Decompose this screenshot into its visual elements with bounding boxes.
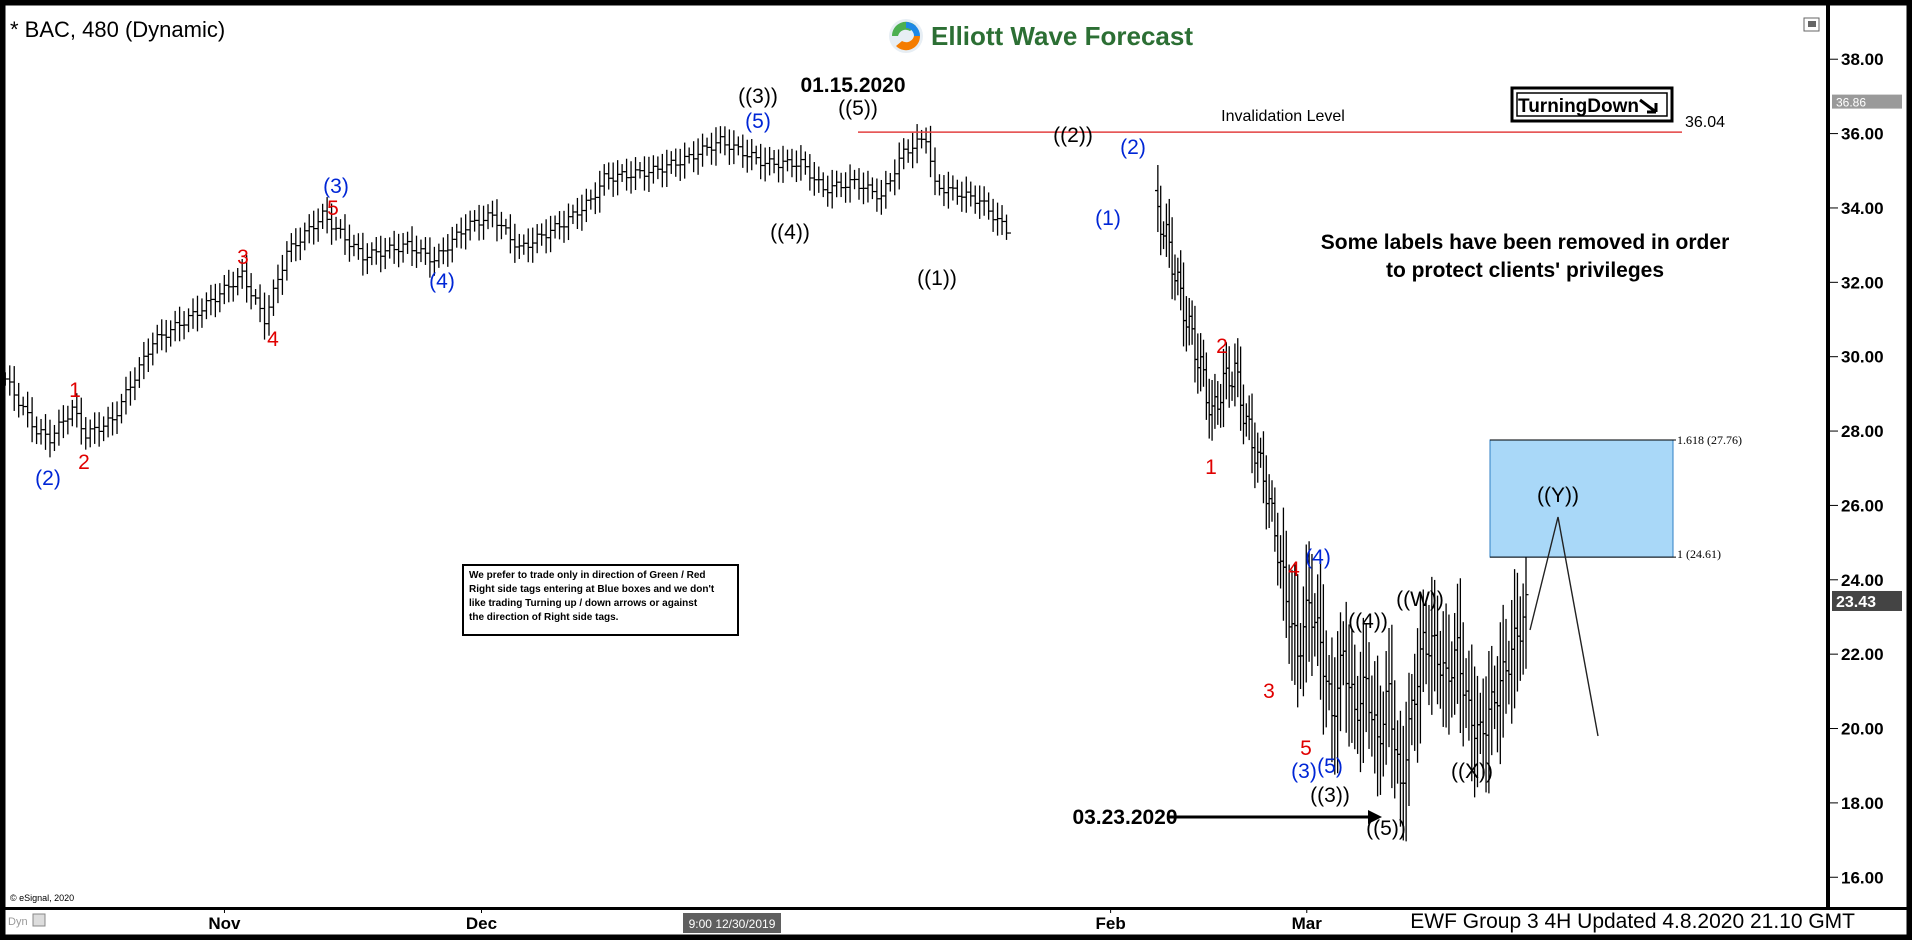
wave-label: (4) (429, 270, 455, 293)
wave-label: (5) (745, 110, 771, 133)
wave-label: 2 (78, 451, 90, 474)
current-price-tag: 23.43 (1832, 590, 1902, 611)
wave-label: 2 (1216, 335, 1228, 358)
wave-label: 4 (267, 328, 279, 351)
dyn-label: Dyn (8, 916, 28, 928)
price-scale: 16.00 18.00 20.00 22.00 24.00 26.00 28.00 30.00… (208, 50, 1883, 933)
wave-labels: (2)12345(3)(4)(5)((3))((4))((5))((1))((2… (35, 85, 1579, 840)
projection-path (1529, 516, 1599, 737)
brand-logo: Elliott Wave Forecast (889, 19, 1193, 53)
y-tick-label: 20.00 (1841, 720, 1884, 739)
brand-name: Elliott Wave Forecast (931, 21, 1193, 51)
wave-label: 1 (69, 379, 81, 402)
wave-label: (1) (1095, 207, 1121, 230)
target-lower-label: 1 (24.61) (1677, 547, 1721, 561)
svg-text:Right side tags entering at Bl: Right side tags entering at Blue boxes a… (469, 584, 715, 595)
wave-label: 3 (237, 246, 249, 269)
svg-text:the direction of Right side ta: the direction of Right side tags. (469, 612, 619, 623)
wave-label: ((5)) (838, 97, 878, 120)
wave-label: (3) (1291, 760, 1317, 783)
target-upper-label: 1.618 (27.76) (1677, 433, 1742, 447)
y-tick-label: 32.00 (1841, 273, 1884, 292)
wave-label: 5 (327, 197, 339, 220)
y-tick-label: 24.00 (1841, 571, 1884, 590)
window-restore-icon[interactable] (1803, 17, 1820, 32)
time-axis[interactable] (4, 910, 1908, 936)
wave-label: ((W)) (1396, 588, 1444, 611)
date-top: 01.15.2020 (800, 74, 905, 97)
wave-label: (4) (1305, 546, 1331, 569)
svg-text:9:00 12/30/2019: 9:00 12/30/2019 (689, 917, 776, 931)
svg-text:36.86: 36.86 (1836, 96, 1866, 110)
price-tag-top: 36.86 (1832, 94, 1902, 110)
wave-label: 1 (1205, 456, 1217, 479)
symbol-title: * BAC, 480 (Dynamic) (10, 17, 225, 42)
invalidation-label: Invalidation Level (1221, 108, 1345, 125)
footer-status: EWF Group 3 4H Updated 4.8.2020 21.10 GM… (1410, 910, 1855, 933)
note-line1: Some labels have been removed in order (1321, 231, 1730, 254)
wave-label: ((2)) (1053, 124, 1093, 147)
y-tick-label: 26.00 (1841, 496, 1884, 515)
target-box (1489, 439, 1674, 558)
y-tick-label: 28.00 (1841, 422, 1884, 441)
wave-label: (5) (1317, 755, 1343, 778)
wave-label: (2) (35, 467, 61, 490)
y-tick-label: 38.00 (1841, 50, 1884, 69)
x-tick-label: Mar (1292, 914, 1323, 933)
wave-label: ((1)) (917, 267, 957, 290)
y-tick-label: 18.00 (1841, 794, 1884, 813)
wave-label: ((4)) (770, 221, 810, 244)
wave-label: ((3)) (1310, 784, 1350, 807)
wave-label: 3 (1263, 680, 1275, 703)
svg-text:We prefer to trade only in dir: We prefer to trade only in direction of … (469, 570, 706, 581)
y-tick-label: 30.00 (1841, 348, 1884, 367)
svg-text:TurningDown: TurningDown (1518, 96, 1639, 117)
copyright: © eSignal, 2020 (10, 893, 74, 903)
x-tick-label: Dec (466, 914, 497, 933)
wave-label: 5 (1300, 737, 1312, 760)
y-tick-label: 34.00 (1841, 199, 1884, 218)
y-tick-label: 16.00 (1841, 868, 1884, 887)
wave-label: 4 (1288, 558, 1300, 581)
y-tick-label: 36.00 (1841, 125, 1884, 144)
wave-label: (3) (323, 175, 349, 198)
dyn-toggle[interactable] (32, 913, 46, 927)
x-cursor-tag: 9:00 12/30/2019 (683, 913, 781, 933)
overlays: 1.618 (27.76) 1 (24.61) (858, 131, 1742, 737)
arrow-down-right-icon (1639, 98, 1658, 114)
date-bottom: 03.23.2020 (1072, 806, 1177, 829)
price-bars (2, 0, 1529, 842)
turning-down-tag: TurningDown (1510, 86, 1674, 123)
arrow-right-icon (1168, 810, 1382, 824)
svg-text:like trading Turning up / down: like trading Turning up / down arrows or… (469, 598, 698, 609)
wave-label: (2) (1120, 136, 1146, 159)
invalidation-value: 36.04 (1685, 114, 1725, 131)
disclaimer-box: We prefer to trade only in direction of … (462, 564, 739, 636)
wave-label: ((5)) (1366, 817, 1406, 840)
wave-label: ((Y)) (1537, 484, 1579, 507)
wave-label: ((3)) (738, 85, 778, 108)
note-line2: to protect clients' privileges (1386, 259, 1664, 282)
svg-text:23.43: 23.43 (1836, 594, 1876, 611)
wave-label: ((4)) (1348, 610, 1388, 633)
price-axis[interactable] (1830, 4, 1908, 907)
y-tick-label: 22.00 (1841, 645, 1884, 664)
x-tick-label: Nov (208, 914, 241, 933)
x-tick-label: Feb (1095, 914, 1125, 933)
wave-label: ((X)) (1451, 760, 1493, 783)
